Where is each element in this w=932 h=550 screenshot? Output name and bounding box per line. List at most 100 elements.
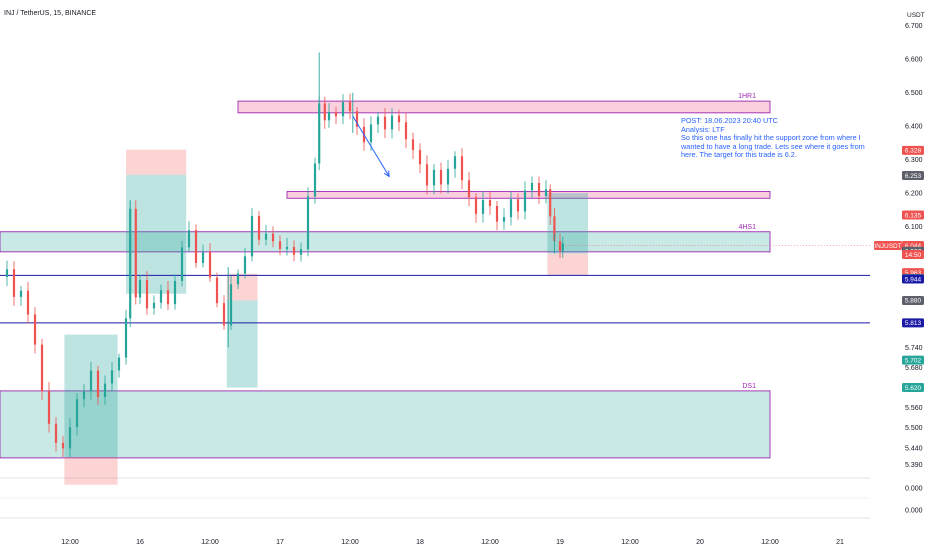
candle-body <box>33 314 37 345</box>
candle-body <box>271 233 275 242</box>
candle-body <box>138 280 142 298</box>
zone-1hr1 <box>237 100 771 114</box>
arrow-line <box>352 115 390 177</box>
candle-body <box>68 427 72 449</box>
candle-body <box>323 103 326 121</box>
candle-body <box>474 197 478 214</box>
candle-body <box>201 251 205 263</box>
candle-body <box>502 217 506 222</box>
candle-body <box>425 164 429 186</box>
candle-body <box>488 200 492 206</box>
time-tick-label: 21 <box>836 539 844 546</box>
candle-body <box>383 116 387 130</box>
time-tick-label: 20 <box>696 539 704 546</box>
time-tick-label: 12:00 <box>201 539 219 546</box>
candle-body <box>54 423 58 443</box>
time-tick-label: 12:00 <box>621 539 639 546</box>
candle-body <box>318 103 321 164</box>
candle-body <box>292 246 296 255</box>
candle-body <box>549 189 552 217</box>
time-tick-label: 12:00 <box>761 539 779 546</box>
candle-body <box>432 169 436 186</box>
candle-body <box>26 290 30 315</box>
candle-body <box>397 115 401 123</box>
candle-body <box>134 208 137 298</box>
countdown-text: 14:50 <box>905 252 922 259</box>
candle-body <box>509 199 513 218</box>
candle-body <box>152 302 156 309</box>
candle-body <box>561 243 564 251</box>
arrow-head <box>383 170 390 178</box>
zone-label: 4HS1 <box>738 224 756 231</box>
candle-body <box>19 290 23 297</box>
candle-body <box>278 241 282 250</box>
note-line: POST: 18.06.2023 20:40 UTC <box>681 116 778 125</box>
candle-body <box>327 111 331 121</box>
time-tick-label: 19 <box>556 539 564 546</box>
note-line: wanted to have a long trade. Lets see wh… <box>681 141 865 151</box>
price-badge-text: 5.944 <box>905 276 922 283</box>
candle-body <box>348 102 352 112</box>
candle-body <box>173 281 177 305</box>
price-badge-text: 6.253 <box>905 173 922 180</box>
note-line: Analysis: LTF <box>681 124 725 134</box>
price-badge <box>902 318 924 328</box>
price-tick-label: 6.400 <box>905 124 923 131</box>
candle-body <box>40 344 44 392</box>
candle-body <box>390 115 394 130</box>
position-stop-zone <box>64 457 118 485</box>
price-badge <box>902 355 924 365</box>
candle-body <box>306 196 310 250</box>
symbol-badge <box>874 240 902 250</box>
zone-label: DS1 <box>742 383 756 390</box>
candle-body <box>187 230 191 248</box>
candle-body <box>75 399 79 428</box>
countdown-badge <box>902 249 924 259</box>
position-stop-zone <box>547 253 588 276</box>
candle-body <box>537 182 541 196</box>
candle-body <box>12 269 16 297</box>
time-tick-label: 12:00 <box>341 539 359 546</box>
time-tick-label: 18 <box>416 539 424 546</box>
candle-body <box>446 168 450 185</box>
candle-body <box>544 189 548 196</box>
zone-label: 1HR1 <box>738 93 756 100</box>
candle-body <box>243 256 247 274</box>
candle-body <box>208 251 212 278</box>
candle-body <box>194 230 198 263</box>
candle-body <box>553 216 556 242</box>
price-badge <box>902 383 924 393</box>
price-badge-text: 5.880 <box>905 298 922 305</box>
candle-body <box>103 383 107 398</box>
candle-body <box>467 180 471 198</box>
candle-body <box>523 190 527 212</box>
candle-body <box>376 116 380 125</box>
indicator-tick-label: 0.000 <box>905 508 923 515</box>
time-tick-label: 12:00 <box>481 539 499 546</box>
zone-supply-band <box>286 191 771 199</box>
price-tick-label: 6.300 <box>905 157 923 164</box>
price-badge-text: 5.620 <box>905 385 922 392</box>
price-tick-label: 6.700 <box>905 23 923 30</box>
candle-body <box>82 391 86 400</box>
price-tick-label: 6.500 <box>905 90 923 97</box>
time-tick-label: 12:00 <box>61 539 79 546</box>
candle-body <box>460 156 464 181</box>
candle-body <box>89 370 93 392</box>
price-tick-label: 5.680 <box>905 365 923 372</box>
price-badge <box>902 274 924 284</box>
candle-body <box>404 122 408 140</box>
candle-body <box>236 273 240 285</box>
candle-body <box>166 290 170 305</box>
candle-body <box>355 111 359 127</box>
candle-body <box>334 111 338 117</box>
candle-body <box>124 318 128 358</box>
price-tick-label: 5.740 <box>905 345 923 352</box>
candle-body <box>439 169 443 185</box>
candle-body <box>215 277 219 304</box>
analysis-note: POST: 18.06.2023 20:40 UTC Analysis: LTF… <box>681 116 881 160</box>
candle-body <box>530 182 534 191</box>
price-badge-text: 6.328 <box>905 148 922 155</box>
note-line: here. The target for this trade is 6.2. <box>681 150 797 160</box>
